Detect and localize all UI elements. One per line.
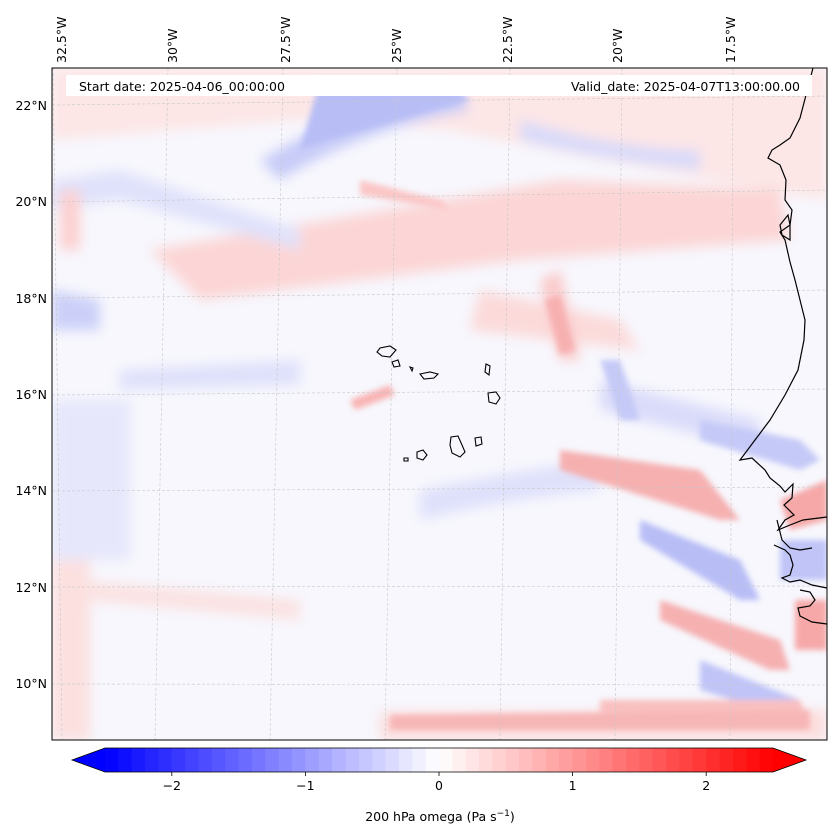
colorbar-step bbox=[452, 748, 467, 772]
colorbar-ticks: −2 −1 0 1 2 bbox=[163, 772, 710, 793]
colorbar-tick-label: −1 bbox=[296, 778, 314, 793]
lat-label-22n: 22°N bbox=[15, 98, 47, 113]
graticule bbox=[52, 68, 827, 740]
cape-verde-islands bbox=[376, 345, 501, 462]
colorbar-tick-label: 2 bbox=[702, 778, 710, 793]
lon-label-20w: 20°W bbox=[610, 28, 625, 63]
colorbar: −2 −1 0 1 2 200 hPa omega (Pa s−1) bbox=[70, 747, 808, 824]
colorbar-step bbox=[759, 748, 774, 772]
colorbar-step bbox=[385, 748, 400, 772]
colorbar-step bbox=[479, 748, 494, 772]
colorbar-extend-max bbox=[773, 748, 806, 772]
colorbar-step bbox=[372, 748, 387, 772]
colorbar-step bbox=[465, 748, 480, 772]
colorbar-step bbox=[211, 748, 226, 772]
colorbar-step bbox=[278, 748, 293, 772]
colorbar-outline bbox=[70, 747, 808, 773]
colorbar-step bbox=[572, 748, 587, 772]
colorbar-step bbox=[626, 748, 640, 772]
colorbar-step bbox=[612, 748, 627, 772]
lon-label-32-5w: 32.5°W bbox=[54, 17, 69, 63]
lat-label-18n: 18°N bbox=[15, 291, 47, 306]
valid-date-label: Valid_date: 2025-04-07T13:00:00.00 bbox=[571, 79, 800, 94]
lat-label-10n: 10°N bbox=[15, 676, 47, 691]
colorbar-step bbox=[292, 748, 306, 772]
longitude-labels: 32.5°W 30°W 27.5°W 25°W 22.5°W 20°W 17.5… bbox=[54, 17, 738, 63]
colorbar-step bbox=[425, 748, 440, 772]
colorbar-step bbox=[585, 748, 600, 772]
lon-label-17-5w: 17.5°W bbox=[723, 17, 738, 63]
colorbar-step bbox=[439, 748, 453, 772]
colorbar-tick-label: 0 bbox=[435, 778, 443, 793]
colorbar-step bbox=[545, 748, 560, 772]
colorbar-step bbox=[719, 748, 734, 772]
lon-label-22-5w: 22.5°W bbox=[500, 17, 515, 63]
lon-label-25w: 25°W bbox=[389, 28, 404, 63]
colorbar-extend-min bbox=[72, 748, 105, 772]
lat-label-12n: 12°N bbox=[15, 580, 47, 595]
colorbar-step bbox=[639, 748, 654, 772]
colorbar-step bbox=[706, 748, 721, 772]
colorbar-steps bbox=[72, 748, 806, 772]
colorbar-step bbox=[238, 748, 253, 772]
colorbar-step bbox=[332, 748, 347, 772]
colorbar-step bbox=[225, 748, 240, 772]
colorbar-step bbox=[251, 748, 266, 772]
colorbar-step bbox=[345, 748, 360, 772]
colorbar-step bbox=[746, 748, 761, 772]
colorbar-step bbox=[559, 748, 574, 772]
colorbar-step bbox=[519, 748, 534, 772]
colorbar-step bbox=[505, 748, 520, 772]
coastline bbox=[738, 68, 827, 625]
colorbar-step bbox=[398, 748, 413, 772]
omega-bands bbox=[300, 80, 827, 730]
date-header-box bbox=[66, 75, 812, 96]
colorbar-step bbox=[158, 748, 173, 772]
lat-label-20n: 20°N bbox=[15, 194, 47, 209]
map-panel: Start date: 2025-04-06_00:00:00 Valid_da… bbox=[52, 68, 827, 740]
colorbar-label: 200 hPa omega (Pa s−1) bbox=[365, 809, 515, 824]
colorbar-step bbox=[732, 748, 747, 772]
colorbar-step bbox=[118, 748, 133, 772]
colorbar-step bbox=[131, 748, 146, 772]
colorbar-step bbox=[666, 748, 681, 772]
colorbar-step bbox=[532, 748, 547, 772]
colorbar-tick-label: 1 bbox=[569, 778, 577, 793]
map-frame bbox=[51, 67, 828, 741]
start-date-label: Start date: 2025-04-06_00:00:00 bbox=[79, 79, 285, 94]
colorbar-step bbox=[652, 748, 667, 772]
colorbar-step bbox=[679, 748, 694, 772]
colorbar-step bbox=[171, 748, 186, 772]
colorbar-step bbox=[105, 748, 119, 772]
colorbar-tick-label: −2 bbox=[163, 778, 181, 793]
colorbar-step bbox=[599, 748, 614, 772]
colorbar-step bbox=[318, 748, 333, 772]
colorbar-step bbox=[265, 748, 280, 772]
colorbar-step bbox=[692, 748, 707, 772]
latitude-labels: 22°N 20°N 18°N 16°N 14°N 12°N 10°N bbox=[15, 98, 47, 691]
colorbar-step bbox=[305, 748, 320, 772]
colorbar-step bbox=[145, 748, 160, 772]
lat-label-16n: 16°N bbox=[15, 387, 47, 402]
colorbar-step bbox=[185, 748, 200, 772]
colorbar-step bbox=[412, 748, 427, 772]
colorbar-step bbox=[198, 748, 213, 772]
colorbar-step bbox=[492, 748, 507, 772]
lat-label-14n: 14°N bbox=[15, 483, 47, 498]
colorbar-step bbox=[358, 748, 373, 772]
lon-label-27-5w: 27.5°W bbox=[278, 17, 293, 63]
lon-label-30w: 30°W bbox=[165, 28, 180, 63]
